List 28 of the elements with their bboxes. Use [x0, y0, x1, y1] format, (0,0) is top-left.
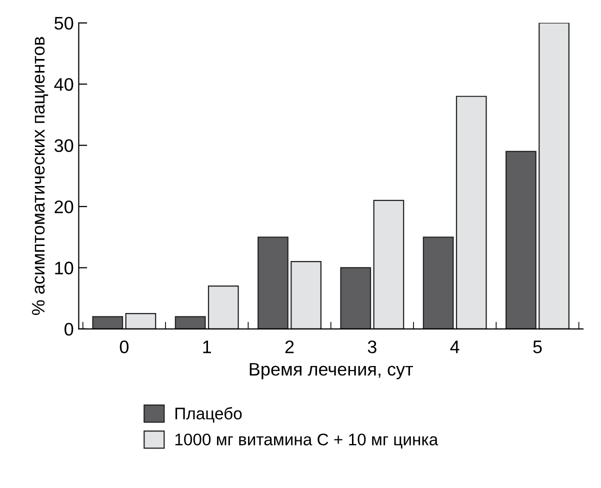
- x-tick-label: 1: [203, 340, 211, 354]
- y-axis-title: % асимптоматических пациентов: [32, 37, 48, 315]
- y-tick-label: 10: [55, 262, 74, 274]
- x-tick-label: 2: [285, 340, 294, 354]
- bar: [422, 236, 454, 329]
- bar: [340, 267, 372, 329]
- x-tick-label: 5: [533, 340, 542, 354]
- bar: [258, 236, 288, 329]
- x-axis-title: Время лечения, сут: [250, 363, 414, 380]
- bar: [373, 200, 404, 329]
- bar: [290, 261, 322, 329]
- y-tick-label: 40: [54, 78, 74, 91]
- bar: [208, 286, 239, 329]
- bar: [456, 96, 487, 329]
- x-tick-label: 0: [120, 340, 129, 354]
- bar: [125, 313, 156, 329]
- legend-label: Плацебо: [176, 407, 242, 423]
- bar: [174, 316, 206, 329]
- bar: [538, 22, 570, 329]
- y-tick-label: 20: [54, 200, 74, 214]
- y-tick-label: 50: [54, 16, 74, 30]
- x-tick-label: 3: [368, 340, 376, 354]
- bar: [506, 150, 536, 329]
- bar: [92, 316, 124, 329]
- legend-label: 1000 мг витамина С + 10 мг цинка: [175, 434, 438, 449]
- x-tick-label: 4: [450, 340, 460, 354]
- y-tick-label: 0: [64, 322, 74, 336]
- y-tick-label: 30: [54, 139, 74, 152]
